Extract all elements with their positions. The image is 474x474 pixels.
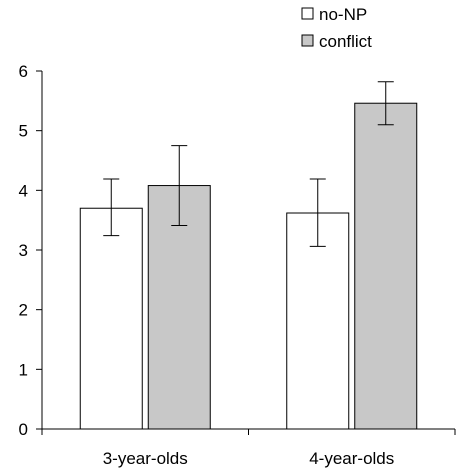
legend-label: no-NP bbox=[319, 5, 367, 24]
y-tick-label: 3 bbox=[19, 241, 28, 260]
x-category-label: 4-year-olds bbox=[309, 449, 394, 468]
bars bbox=[79, 81, 418, 430]
bar bbox=[79, 207, 143, 430]
y-tick-label: 6 bbox=[19, 62, 28, 81]
legend-label: conflict bbox=[319, 32, 372, 51]
legend: no-NP conflict bbox=[301, 5, 372, 51]
bar bbox=[354, 102, 418, 430]
y-tick-label: 1 bbox=[19, 360, 28, 379]
legend-swatch bbox=[301, 7, 314, 20]
y-tick-label: 0 bbox=[19, 420, 28, 439]
y-tick-label: 4 bbox=[19, 181, 28, 200]
x-category-label: 3-year-olds bbox=[103, 449, 188, 468]
x-axis: 3-year-olds 4-year-olds bbox=[41, 428, 456, 468]
legend-swatch bbox=[301, 34, 314, 47]
y-tick-label: 2 bbox=[19, 301, 28, 320]
bar bbox=[147, 185, 211, 430]
y-axis: 0 1 2 3 4 5 6 bbox=[19, 62, 43, 439]
y-tick-label: 5 bbox=[19, 122, 28, 141]
